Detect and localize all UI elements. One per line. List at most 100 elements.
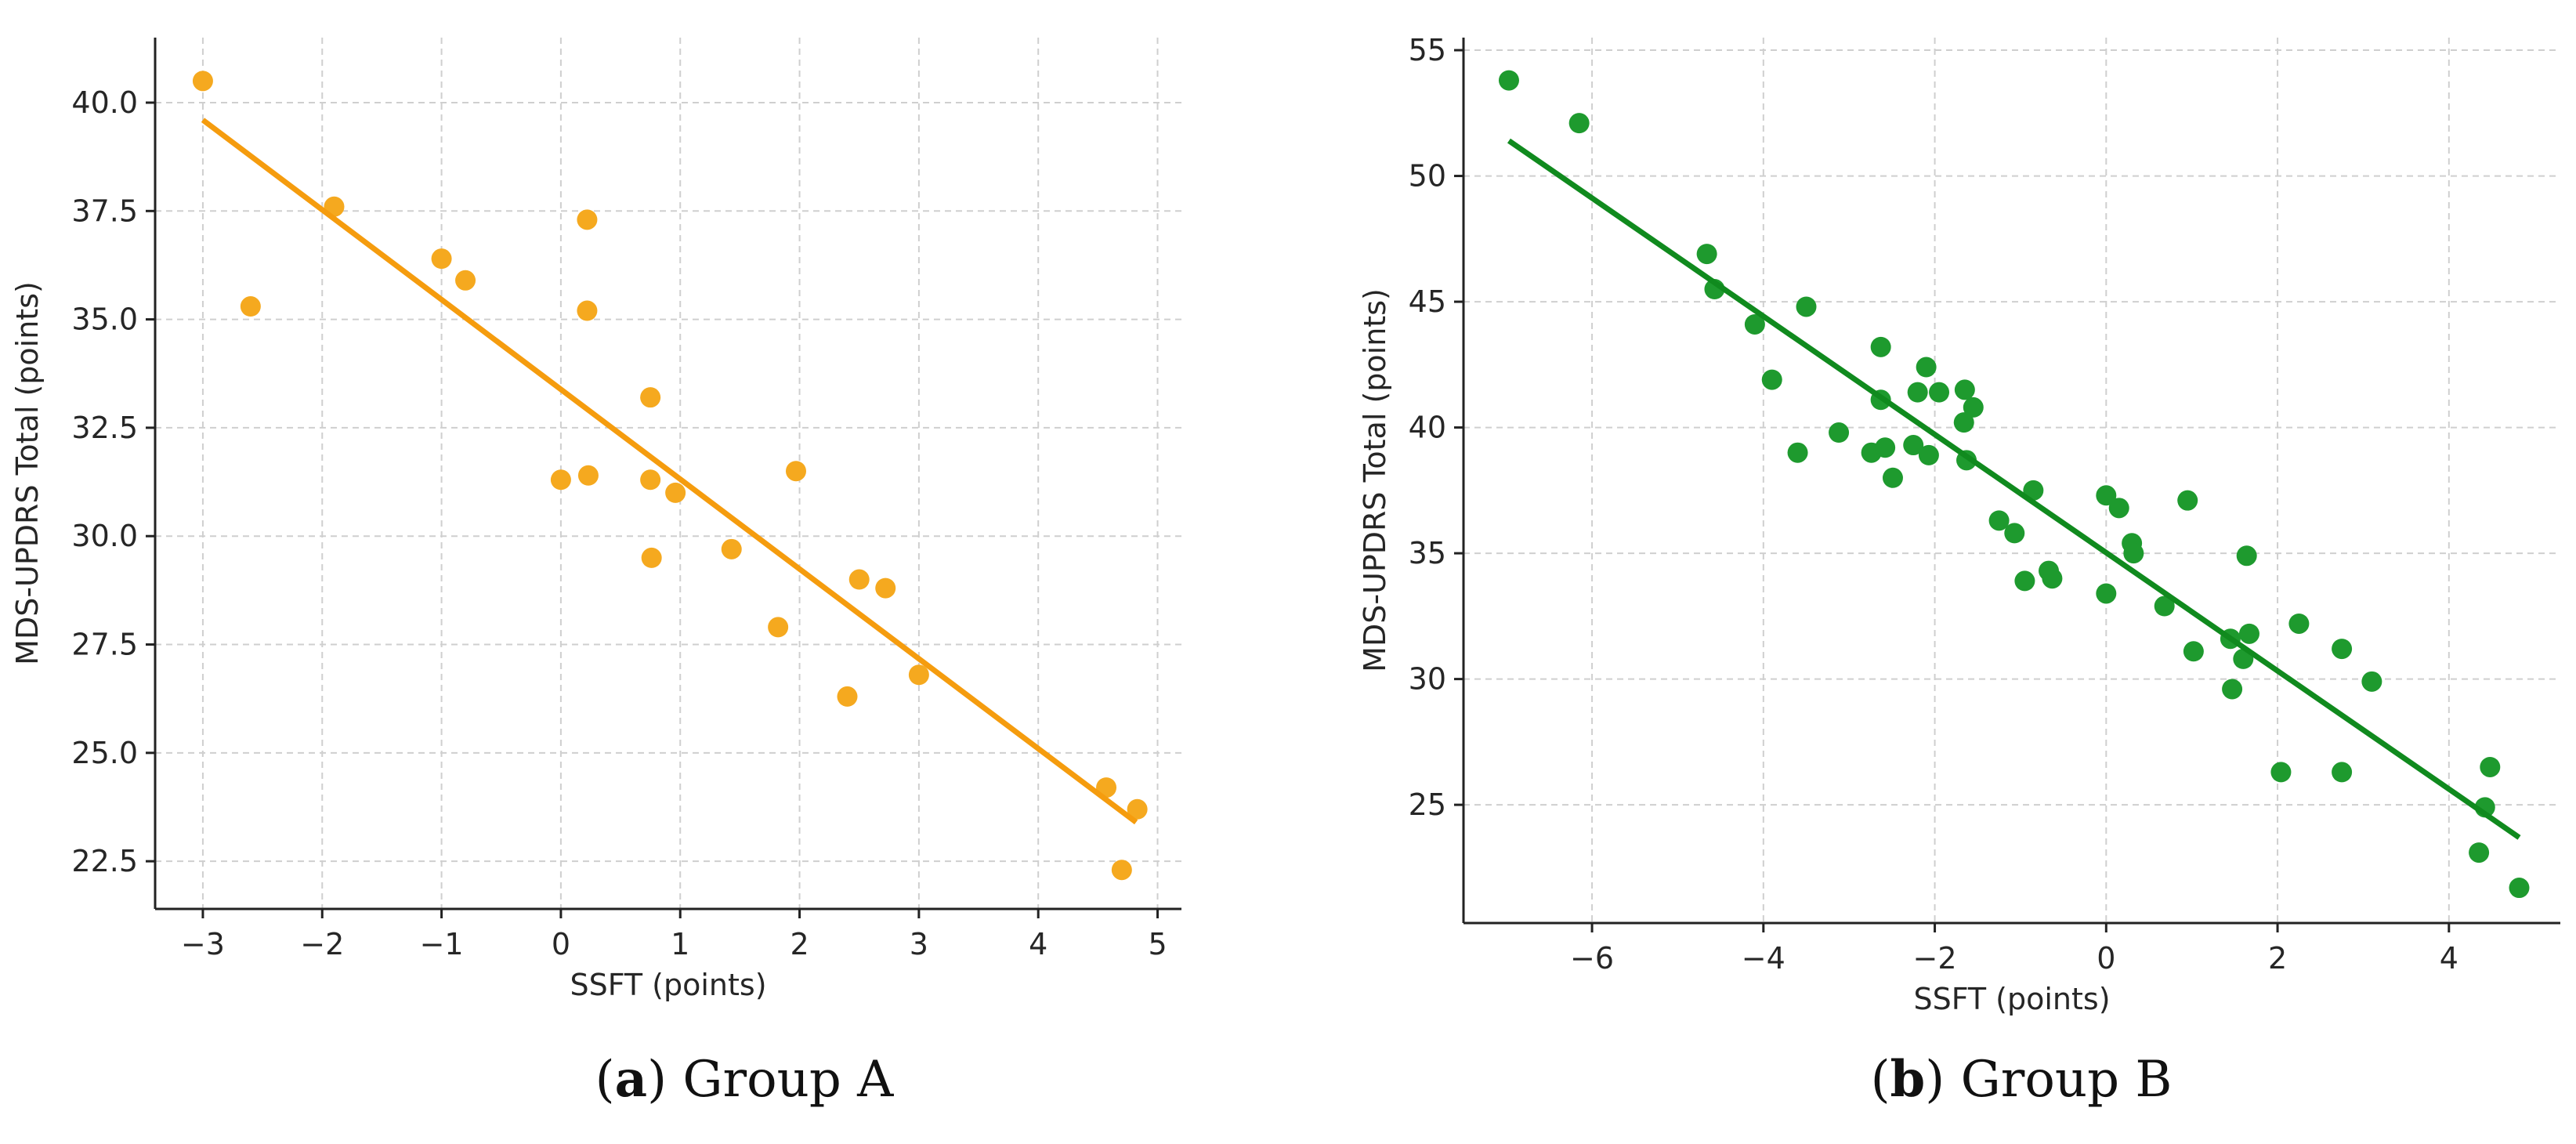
a-data-point (640, 469, 661, 491)
b-data-point (2222, 679, 2243, 700)
b-data-point (2123, 543, 2144, 564)
a-x-tick-label: −2 (300, 927, 344, 961)
b-data-point (2270, 762, 2292, 783)
b-data-point (1963, 396, 1984, 418)
b-y-axis-label: MDS-UPDRS Total (points) (1358, 288, 1392, 672)
a-y-tick-label: 22.5 (71, 844, 138, 878)
b-data-point (2332, 639, 2353, 660)
caption-a: (a) Group A (595, 1050, 894, 1109)
a-x-tick-label: 1 (671, 927, 689, 961)
a-data-point (431, 248, 452, 270)
a-data-point (875, 577, 896, 599)
b-data-point (1744, 313, 1765, 335)
b-data-point (2236, 545, 2257, 567)
a-data-point (550, 469, 571, 491)
b-x-tick-label: −6 (1570, 941, 1614, 976)
a-x-tick-label: −1 (420, 927, 464, 961)
b-data-point (1953, 412, 1974, 433)
b-data-point (1498, 70, 1519, 91)
a-data-point (1111, 860, 1132, 881)
a-y-tick-label: 37.5 (71, 194, 138, 228)
b-data-point (2509, 878, 2530, 899)
a-data-point (577, 465, 599, 486)
a-data-point (192, 71, 213, 92)
b-data-point (1796, 296, 1817, 317)
a-data-point (785, 461, 806, 482)
b-data-point (2108, 498, 2129, 519)
b-data-point (2096, 485, 2117, 506)
a-x-axis-label: SSFT (points) (570, 968, 766, 1002)
b-data-point (1870, 336, 1891, 357)
a-data-point (640, 387, 661, 408)
b-y-tick-label: 45 (1409, 284, 1446, 319)
a-data-point (455, 270, 476, 291)
chart-group-b: −6 −4 −2 0 2 4 25 30 35 40 45 50 55 SSFT (points) MDS-… (1358, 33, 2560, 1016)
caption-b: (b) Group B (1870, 1050, 2173, 1109)
a-x-tick-label: 0 (552, 927, 570, 961)
caption-a-text: Group A (682, 1051, 894, 1109)
caption-b-letter: b (1890, 1050, 1926, 1109)
a-data-point (837, 686, 858, 707)
a-x-tick-label: 2 (790, 927, 809, 961)
b-data-point (2042, 568, 2063, 589)
a-regression-line (201, 118, 1138, 825)
a-data-point (577, 300, 598, 321)
b-y-tick-label: 30 (1409, 662, 1446, 697)
b-y-tick-label: 25 (1409, 787, 1446, 822)
b-data-point (1954, 379, 1975, 400)
a-data-point (577, 209, 598, 230)
a-data-point (240, 296, 261, 317)
b-data-point (1829, 422, 1850, 443)
b-x-tick-label: 2 (2268, 941, 2287, 976)
b-data-point (2004, 523, 2025, 544)
b-data-point (1696, 244, 1717, 265)
a-y-tick-label: 25.0 (71, 736, 138, 770)
b-data-point (1568, 113, 1590, 134)
a-x-tick-label: 4 (1029, 927, 1047, 961)
b-data-point (2177, 490, 2198, 511)
b-data-point (2096, 583, 2117, 604)
a-data-point (1127, 798, 1148, 820)
b-data-point (1875, 437, 1896, 458)
b-data-point (2480, 756, 2501, 777)
b-data-point (1882, 467, 1903, 488)
chart-group-a: −3 −2 −1 0 1 2 3 4 5 22.5 25.0 27.5 30.0 32.5 35.0 37.5… (10, 38, 1181, 1002)
b-data-point (2332, 762, 2353, 783)
a-y-tick-label: 32.5 (71, 411, 138, 445)
b-data-point (2154, 596, 2175, 617)
caption-a-letter: a (614, 1050, 648, 1109)
caption-b-text: Group B (1960, 1051, 2173, 1109)
b-data-point (2183, 641, 2204, 662)
a-x-tick-label: 3 (910, 927, 928, 961)
b-data-point (2238, 623, 2259, 644)
b-data-point (1929, 382, 1950, 403)
b-data-point (2023, 480, 2044, 501)
b-data-point (1918, 444, 1939, 465)
b-data-point (1787, 442, 1808, 463)
a-x-tick-label: −3 (181, 927, 225, 961)
a-y-axis-label: MDS-UPDRS Total (points) (10, 281, 45, 665)
b-data-point (1988, 510, 2010, 531)
b-data-point (1903, 435, 1924, 456)
b-regression-line (1507, 138, 2521, 840)
b-data-point (2288, 613, 2310, 634)
a-y-tick-label: 35.0 (71, 302, 138, 337)
b-x-tick-label: −4 (1742, 941, 1785, 976)
a-y-tick-label: 27.5 (71, 628, 138, 662)
b-data-point (1916, 357, 1937, 378)
a-x-tick-label: 5 (1148, 927, 1167, 961)
b-y-tick-label: 55 (1409, 33, 1446, 67)
a-data-point (641, 547, 662, 568)
a-data-point (721, 538, 742, 559)
b-data-point (2361, 671, 2382, 692)
b-x-axis-label: SSFT (points) (1913, 982, 2110, 1016)
b-data-point (1761, 369, 1782, 390)
b-x-tick-label: 4 (2440, 941, 2458, 976)
a-data-point (768, 617, 789, 638)
a-data-point (848, 569, 870, 590)
b-data-point (2014, 570, 2035, 592)
b-data-point (1907, 382, 1928, 403)
b-x-tick-label: 0 (2097, 941, 2115, 976)
b-data-point (2469, 842, 2490, 863)
